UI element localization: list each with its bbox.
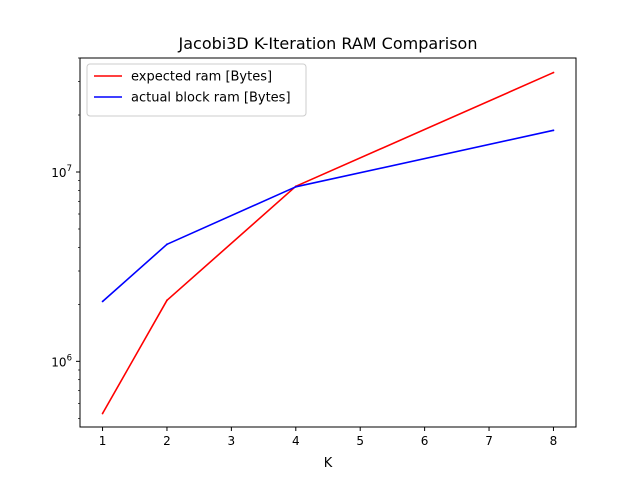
x-axis-label: K xyxy=(324,456,333,471)
series-layer xyxy=(101,71,555,415)
series-2-point xyxy=(552,129,555,132)
x-ticks: 1 2 3 4 5 6 7 8 xyxy=(99,427,558,448)
series-1-point xyxy=(101,412,104,415)
x-tick-label: 5 xyxy=(356,434,364,448)
x-tick-label: 8 xyxy=(550,434,558,448)
x-tick-label: 4 xyxy=(292,434,300,448)
legend: expected ram [Bytes] actual block ram [By… xyxy=(86,63,307,117)
chart-title: Jacobi3D K-Iteration RAM Comparison xyxy=(178,34,478,53)
y-major-ticks: 106 107 xyxy=(51,164,80,369)
legend-box xyxy=(86,63,307,117)
x-tick-label: 6 xyxy=(421,434,429,448)
x-tick-label: 7 xyxy=(485,434,493,448)
series-1-point xyxy=(166,299,168,302)
series-line-2 xyxy=(102,129,554,303)
y-tick-label: 106 xyxy=(51,353,72,369)
series-2-point xyxy=(294,185,297,188)
series-line-1 xyxy=(101,71,554,414)
series-2-point xyxy=(166,243,168,246)
x-tick-label: 2 xyxy=(163,434,171,448)
plot-area: 106 107 1 2 3 4 5 6 7 8 xyxy=(51,57,577,448)
legend-entry-label: expected ram [Bytes] xyxy=(131,70,272,85)
y-tick-label: 107 xyxy=(51,164,72,180)
x-tick-label: 1 xyxy=(99,434,107,448)
series-1-point xyxy=(552,71,555,74)
plot-frame xyxy=(79,57,577,428)
series-2-point xyxy=(101,300,104,303)
legend-entry-label: actual block ram [Bytes] xyxy=(131,91,291,106)
x-tick-label: 3 xyxy=(228,434,236,448)
